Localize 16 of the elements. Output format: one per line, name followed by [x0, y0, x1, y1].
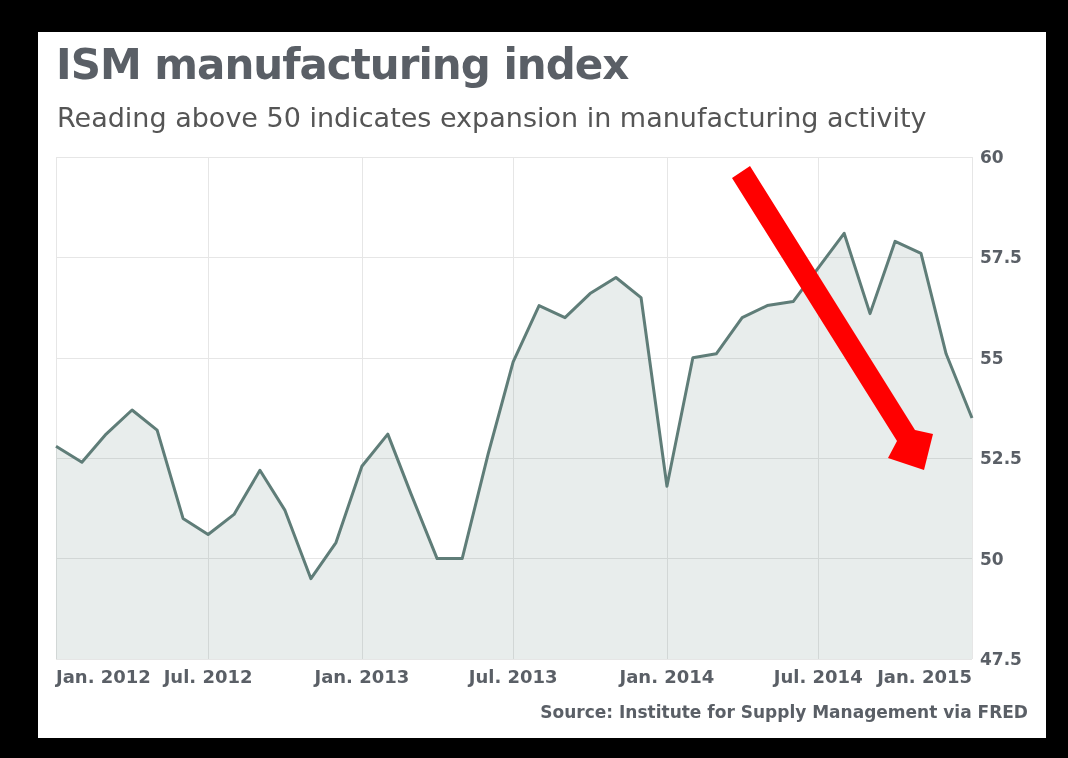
- x-tick-label: Jul. 2012: [161, 665, 253, 687]
- y-tick-label: 60: [980, 147, 1004, 167]
- x-tick-label: Jul. 2014: [771, 665, 863, 687]
- chart-subtitle: Reading above 50 indicates expansion in manufacturing activity: [57, 102, 927, 133]
- source-note: Source: Institute for Supply Management via FRED: [540, 702, 1028, 722]
- y-tick-label: 55: [980, 347, 1004, 368]
- y-tick-label: 47.5: [980, 649, 1022, 669]
- y-tick-label: 52.5: [980, 448, 1022, 469]
- x-tick-label: Jan. 2014: [617, 665, 715, 687]
- chart-title: ISM manufacturing index: [56, 40, 629, 89]
- y-tick-label: 50: [980, 548, 1004, 569]
- x-tick-label: Jan. 2013: [312, 665, 410, 687]
- x-tick-label: Jul. 2013: [466, 665, 558, 687]
- x-tick-label: Jan. 2015: [875, 665, 972, 687]
- x-tick-label: Jan. 2012: [54, 665, 151, 687]
- y-tick-label: 57.5: [980, 247, 1022, 268]
